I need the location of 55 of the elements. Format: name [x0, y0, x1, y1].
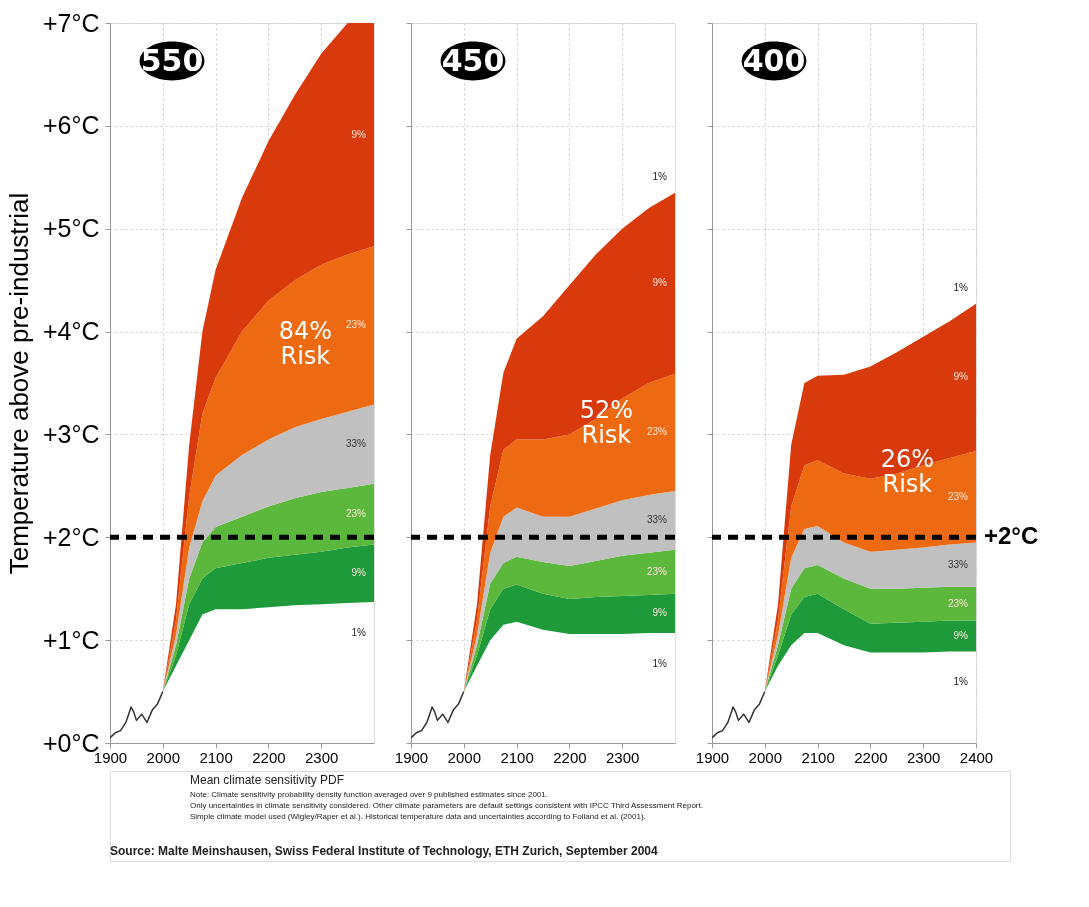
x-tick-label: 2100 — [199, 748, 233, 766]
x-tick-label: 1900 — [394, 748, 429, 766]
series-label: 9% — [953, 371, 969, 383]
y-tick-label: +7°C — [42, 8, 100, 37]
series-label: 33% — [646, 514, 668, 526]
x-tick-label: 1900 — [695, 748, 730, 766]
series-label: 23% — [345, 508, 367, 520]
text: Only uncertainties in climate sensitivity considered. Other climate parameters are default settings consistent with IPCC Third Assessment Report. — [190, 801, 703, 810]
text: 450 — [441, 43, 505, 78]
annotation: 1% — [953, 282, 969, 294]
series-label: 1% — [953, 676, 969, 688]
x-tick-label: 2200 — [553, 748, 587, 766]
x-tick-label: 2300 — [305, 748, 339, 766]
y-tick-label: +2°C — [42, 522, 100, 551]
series-label: 9% — [652, 277, 668, 289]
y-tick-label: +4°C — [42, 317, 100, 346]
x-tick-label: 2300 — [907, 748, 941, 766]
x-tick-label: 2000 — [146, 748, 180, 766]
text: 550 — [140, 43, 204, 78]
series-label: 1% — [351, 626, 367, 638]
text: Simple climate model used (Wigley/Raper et al.). Historical temperature data and uncertainties according to Folland et al. (2001). — [190, 812, 646, 821]
series-label: 9% — [953, 630, 969, 642]
x-tick-label: 2200 — [252, 748, 286, 766]
series-label: 9% — [652, 607, 668, 619]
x-tick-label: 2000 — [447, 748, 481, 766]
series-label: 23% — [947, 490, 969, 502]
text: 400 — [742, 43, 806, 78]
x-tick-label: 2300 — [606, 748, 640, 766]
annotation: 1% — [652, 171, 668, 183]
annotation: 52% Risk — [579, 396, 634, 450]
source-note: Source: Malte Meinshausen, Swiss Federal Institute of Technology, ETH Zurich, September 2004 — [110, 844, 659, 858]
x-tick-label: 2100 — [801, 748, 835, 766]
series-label: 33% — [947, 558, 969, 570]
x-tick-label: 2400 — [959, 748, 994, 766]
text: Note: Climate sensitivity probability density function averaged over 9 published estimates since 2001. — [190, 790, 548, 799]
series-label: 23% — [947, 597, 969, 609]
y-tick-label: +3°C — [42, 419, 100, 448]
series-label: 23% — [646, 565, 668, 577]
series-label: 33% — [345, 438, 367, 450]
series-label: 9% — [351, 128, 367, 140]
y-tick-label: +1°C — [42, 625, 100, 654]
annotation: 84% Risk — [278, 316, 333, 370]
y-axis-title: Temperature above pre-industrial — [3, 192, 34, 575]
series-label: 23% — [345, 319, 367, 331]
series-label: 23% — [646, 426, 668, 438]
y-tick-label: +5°C — [42, 214, 100, 243]
x-tick-label: 2100 — [500, 748, 534, 766]
annotation: 26% Risk — [880, 445, 935, 499]
x-tick-label: 2200 — [854, 748, 888, 766]
ref-line-label: +2°C — [984, 522, 1039, 550]
series-label: 9% — [351, 567, 367, 579]
y-tick-label: +6°C — [42, 111, 100, 140]
text: Mean climate sensitivity PDF — [190, 773, 345, 787]
series-label: 1% — [652, 657, 668, 669]
x-tick-label: 2000 — [748, 748, 782, 766]
